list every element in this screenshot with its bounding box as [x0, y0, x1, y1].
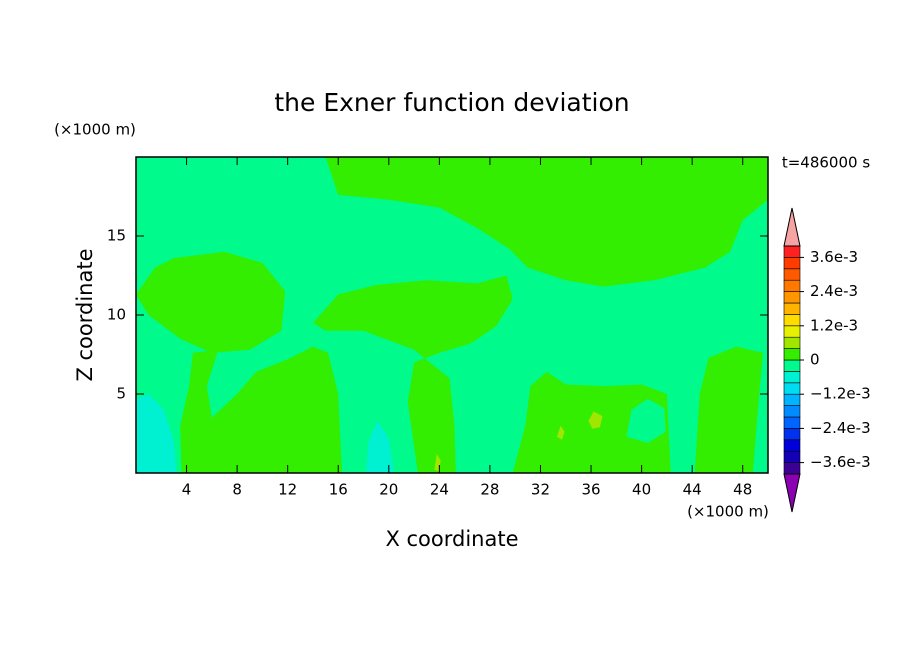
colorbar-tick-label: 0: [810, 351, 820, 369]
contour-region: [136, 251, 286, 353]
y-tick-label: 10: [107, 306, 126, 324]
contour-region: [694, 346, 763, 473]
colorbar: −3.6e-3 −2.4e-3 −1.2e-3 0 1.2e-3 2.4e-3 3.6e-3: [783, 207, 871, 513]
colorbar-swatch: [783, 439, 801, 452]
colorbar-swatch: [783, 279, 801, 292]
x-tick-label: 32: [531, 481, 550, 499]
contour-region: [313, 275, 513, 473]
y-tick-label: 15: [107, 227, 126, 245]
contour-field: [136, 157, 768, 473]
colorbar-tick-label: −3.6e-3: [810, 453, 871, 471]
chart-title: the Exner function deviation: [274, 88, 629, 117]
colorbar-tick-label: −2.4e-3: [810, 419, 871, 437]
x-axis-label: X coordinate: [385, 527, 518, 551]
colorbar-extend-bottom: [783, 473, 801, 513]
x-tick-label: 12: [278, 481, 297, 499]
colorbar-swatch: [783, 336, 801, 349]
x-tick-label: 16: [329, 481, 348, 499]
colorbar-swatch: [783, 325, 801, 338]
contour-region: [626, 398, 666, 443]
x-tick-label: 48: [733, 481, 752, 499]
contour-region: [180, 346, 342, 473]
x-tick-label: 8: [232, 481, 242, 499]
contour-region: [325, 157, 768, 287]
x-tick-label: 20: [379, 481, 398, 499]
colorbar-swatch: [783, 428, 801, 441]
contour-region: [366, 420, 394, 473]
x-tick-label: 4: [182, 481, 192, 499]
colorbar-swatch: [783, 302, 801, 315]
x-units: (×1000 m): [687, 503, 769, 521]
colorbar-swatch: [783, 371, 801, 384]
colorbar-tick-label: −1.2e-3: [810, 385, 871, 403]
y-units: (×1000 m): [54, 121, 136, 139]
y-tick-label: 5: [116, 385, 126, 403]
x-tick-label: 24: [430, 481, 449, 499]
colorbar-swatch: [783, 393, 801, 406]
x-tick-label: 40: [632, 481, 651, 499]
x-tick-label: 44: [683, 481, 702, 499]
colorbar-tick-label: 3.6e-3: [810, 248, 858, 266]
x-tick-label: 36: [581, 481, 600, 499]
colorbar-swatch: [783, 245, 801, 258]
colorbar-swatch: [783, 450, 801, 463]
contour-region: [136, 394, 177, 473]
colorbar-swatch: [783, 359, 801, 372]
colorbar-tick-label: 1.2e-3: [810, 316, 858, 334]
colorbar-extend-top: [783, 207, 801, 247]
colorbar-swatch: [783, 291, 801, 304]
colorbar-swatch: [783, 405, 801, 418]
colorbar-swatch: [783, 348, 801, 361]
contour-region: [556, 425, 565, 440]
colorbar-swatch: [783, 268, 801, 281]
x-tick-label: 28: [480, 481, 499, 499]
colorbar-tick-label: 2.4e-3: [810, 282, 858, 300]
y-axis-label: Z coordinate: [73, 248, 97, 381]
colorbar-swatch: [783, 462, 801, 475]
time-label: t=486000 s: [782, 154, 870, 172]
colorbar-swatch: [783, 382, 801, 395]
colorbar-swatch: [783, 416, 801, 429]
colorbar-swatch: [783, 314, 801, 327]
contour-region: [588, 411, 603, 429]
colorbar-swatch: [783, 257, 801, 270]
